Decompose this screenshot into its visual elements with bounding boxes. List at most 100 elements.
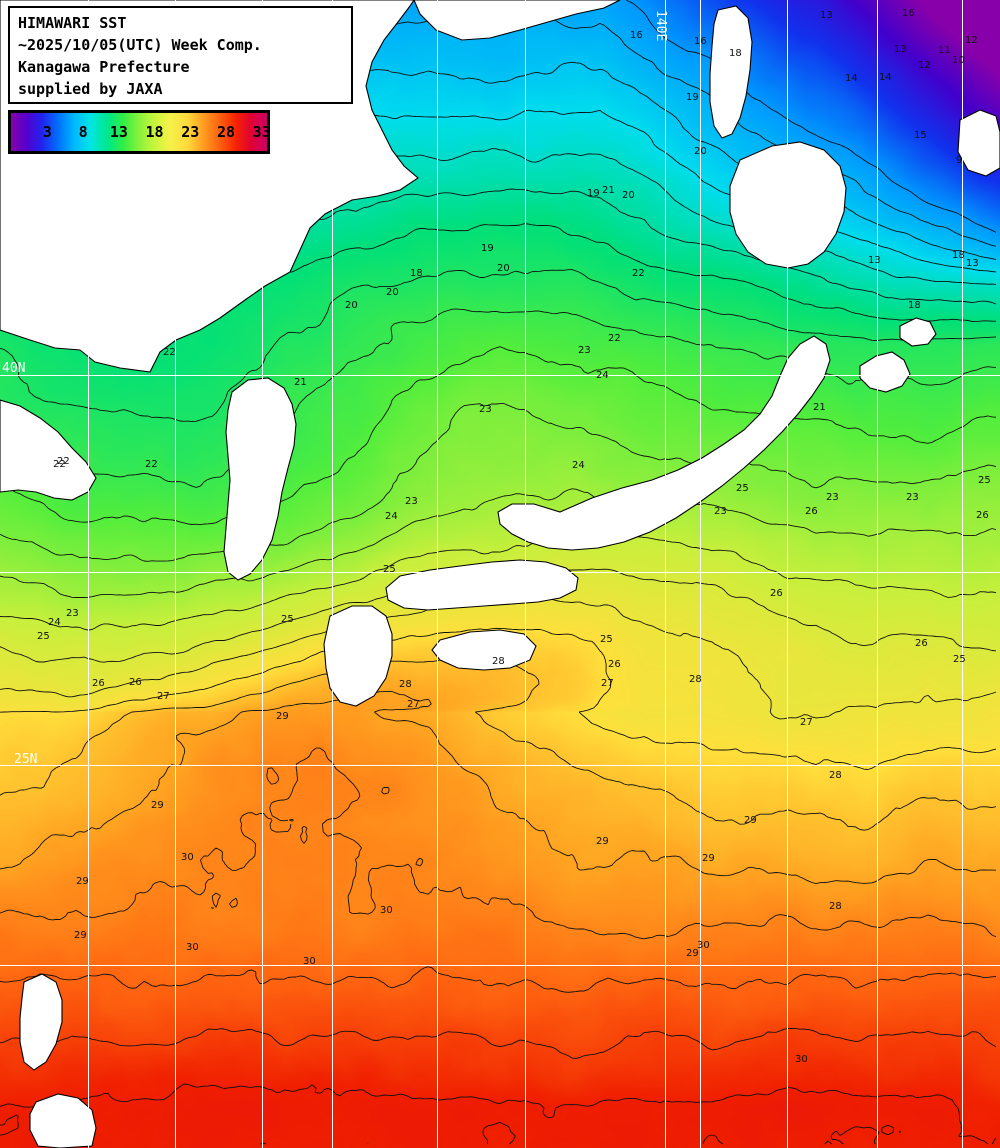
- contour-label-29: 29: [686, 948, 699, 959]
- contour-label-30: 30: [186, 942, 199, 953]
- contour-label-25: 25: [281, 614, 294, 625]
- contour-label-22: 22: [53, 459, 66, 470]
- contour-label-9: 9: [956, 155, 963, 166]
- contour-label-23: 23: [405, 496, 418, 507]
- contour-label-22: 22: [632, 268, 645, 279]
- contour-label-22: 22: [57, 456, 70, 467]
- contour-label-30: 30: [181, 852, 194, 863]
- contour-label-29: 29: [702, 853, 715, 864]
- landmass-korean-peninsula: [223, 377, 297, 581]
- contour-label-14: 14: [879, 72, 892, 83]
- contour-label-30: 30: [697, 940, 710, 951]
- contour-label-27: 27: [407, 699, 420, 710]
- contour-label-28: 28: [399, 679, 412, 690]
- title-line-supplier: supplied by JAXA: [18, 80, 163, 98]
- landmass-sakhalin: [709, 5, 753, 139]
- contour-label-29: 29: [76, 876, 89, 887]
- contour-label-24: 24: [385, 511, 398, 522]
- landmass-luzon: [29, 1093, 97, 1148]
- contour-label-25: 25: [953, 654, 966, 665]
- contour-label-29: 29: [276, 711, 289, 722]
- graticule-meridian: [437, 0, 438, 1148]
- contour-label-21: 21: [602, 185, 615, 196]
- contour-label-21: 21: [294, 377, 307, 388]
- contour-label-18: 18: [908, 300, 921, 311]
- contour-label-24: 24: [596, 370, 609, 381]
- landmass-chugoku-kinki: [385, 559, 579, 611]
- contour-label-13: 13: [868, 255, 881, 266]
- contour-label-18: 18: [952, 250, 965, 261]
- graticule-meridian: [525, 0, 526, 1148]
- contour-label-22: 22: [145, 459, 158, 470]
- contour-label-13: 13: [966, 258, 979, 269]
- contour-label-26: 26: [915, 638, 928, 649]
- landmass-honshu: [497, 335, 831, 551]
- contour-label-20: 20: [694, 146, 707, 157]
- contour-label-12: 12: [918, 60, 931, 71]
- contour-label-26: 26: [129, 677, 142, 688]
- contour-label-20: 20: [386, 287, 399, 298]
- contour-label-28: 28: [689, 674, 702, 685]
- graticule-parallel: [0, 765, 1000, 766]
- graticule-parallel: [0, 572, 1000, 573]
- contour-label-26: 26: [608, 659, 621, 670]
- contour-label-11: 11: [938, 45, 951, 56]
- landmass-russia-far-east: [413, 0, 621, 41]
- landmass-china-coast-shandong: [0, 399, 97, 501]
- contour-label-27: 27: [601, 678, 614, 689]
- contour-label-20: 20: [497, 263, 510, 274]
- graticule-meridian: [175, 0, 176, 1148]
- landmass-hokkaido: [729, 141, 847, 269]
- graticule-label-140E: 140E: [653, 10, 668, 42]
- graticule-parallel: [0, 375, 1000, 376]
- contour-label-25: 25: [383, 564, 396, 575]
- contour-label-27: 27: [157, 691, 170, 702]
- graticule-meridian: [88, 0, 89, 1148]
- contour-label-29: 29: [596, 836, 609, 847]
- contour-label-18: 18: [410, 268, 423, 279]
- contour-label-10: 10: [952, 55, 965, 66]
- contour-label-14: 14: [845, 73, 858, 84]
- contour-label-29: 29: [744, 815, 757, 826]
- landmass-kuril-islands-2: [899, 317, 937, 347]
- contour-label-23: 23: [578, 345, 591, 356]
- contour-label-19: 19: [481, 243, 494, 254]
- contour-label-26: 26: [770, 588, 783, 599]
- contour-label-30: 30: [380, 905, 393, 916]
- graticule-meridian: [262, 0, 263, 1148]
- contour-label-28: 28: [492, 656, 505, 667]
- sst-colorbar: [8, 110, 270, 154]
- contour-label-13: 13: [894, 44, 907, 55]
- contour-label-23: 23: [826, 492, 839, 503]
- contour-label-28: 28: [829, 901, 842, 912]
- contour-label-20: 20: [345, 300, 358, 311]
- graticule-parallel: [0, 965, 1000, 966]
- contour-label-20: 20: [622, 190, 635, 201]
- contour-label-16: 16: [902, 8, 915, 19]
- landmass-shikoku: [431, 629, 537, 671]
- contour-label-26: 26: [976, 510, 989, 521]
- title-line-date: ~2025/10/05(UTC) Week Comp.: [18, 36, 262, 54]
- contour-label-23: 23: [479, 404, 492, 415]
- contour-label-26: 26: [805, 506, 818, 517]
- contour-label-19: 19: [686, 92, 699, 103]
- graticule-label-25N: 25N: [14, 752, 38, 767]
- graticule-meridian: [787, 0, 788, 1148]
- graticule-meridian: [700, 0, 701, 1148]
- contour-label-12: 12: [965, 35, 978, 46]
- graticule-meridian: [877, 0, 878, 1148]
- contour-label-22: 22: [163, 347, 176, 358]
- landmass-kamchatka-sliver: [957, 109, 1000, 177]
- contour-label-21: 21: [813, 402, 826, 413]
- contour-label-25: 25: [600, 634, 613, 645]
- contour-label-26: 26: [92, 678, 105, 689]
- landmass-kuril-islands: [859, 351, 911, 393]
- contour-label-25: 25: [978, 475, 991, 486]
- contour-label-22: 22: [608, 333, 621, 344]
- contour-label-16: 16: [630, 30, 643, 41]
- contour-label-30: 30: [303, 956, 316, 967]
- graticule-meridian: [962, 0, 963, 1148]
